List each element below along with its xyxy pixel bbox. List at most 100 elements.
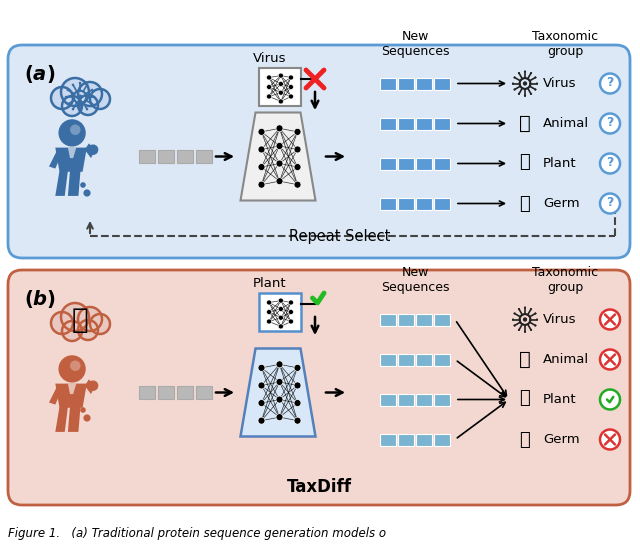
Circle shape [276, 414, 283, 421]
Circle shape [51, 87, 73, 109]
FancyBboxPatch shape [8, 270, 630, 505]
Bar [398, 158, 414, 170]
Circle shape [523, 81, 527, 86]
Circle shape [600, 194, 620, 213]
Bar [398, 77, 414, 90]
Bar [177, 386, 193, 399]
Bar [380, 197, 396, 210]
Polygon shape [84, 379, 95, 394]
Bar [416, 197, 432, 210]
Bar [195, 150, 211, 163]
Circle shape [258, 400, 265, 406]
Polygon shape [55, 171, 68, 196]
Text: Animal: Animal [543, 353, 589, 366]
Bar [416, 77, 432, 90]
Bar [398, 394, 414, 405]
Text: Germ: Germ [543, 433, 580, 446]
Bar [259, 293, 301, 331]
Circle shape [276, 361, 283, 368]
Bar [416, 158, 432, 170]
Bar [380, 314, 396, 326]
Circle shape [62, 96, 82, 116]
Circle shape [80, 407, 86, 413]
Bar [259, 68, 301, 106]
Text: New
Sequences: New Sequences [381, 29, 449, 58]
Circle shape [258, 146, 265, 153]
Circle shape [276, 125, 283, 132]
Circle shape [600, 113, 620, 133]
Bar [398, 434, 414, 446]
Circle shape [294, 417, 301, 424]
Circle shape [294, 400, 301, 406]
Circle shape [78, 307, 102, 331]
Circle shape [518, 308, 520, 310]
Circle shape [278, 73, 284, 78]
Circle shape [278, 306, 284, 311]
Circle shape [523, 317, 527, 322]
Polygon shape [68, 406, 81, 432]
Circle shape [88, 144, 99, 155]
Circle shape [530, 72, 532, 74]
Circle shape [67, 88, 69, 91]
Circle shape [600, 154, 620, 174]
Text: Virus: Virus [543, 77, 577, 90]
Circle shape [80, 182, 86, 188]
Text: Plant: Plant [253, 277, 287, 290]
Circle shape [278, 90, 284, 95]
Circle shape [518, 72, 520, 74]
Circle shape [289, 94, 293, 99]
Text: 🦠: 🦠 [520, 195, 531, 212]
Circle shape [62, 321, 82, 341]
Bar [434, 117, 450, 129]
Circle shape [524, 95, 526, 97]
Circle shape [267, 75, 271, 80]
Circle shape [91, 88, 93, 91]
Circle shape [79, 82, 81, 84]
Circle shape [600, 389, 620, 410]
Text: $\boldsymbol{(a)}$: $\boldsymbol{(a)}$ [24, 63, 55, 85]
Circle shape [91, 103, 93, 105]
Polygon shape [68, 148, 76, 158]
Text: 🐺: 🐺 [519, 114, 531, 133]
Bar [380, 353, 396, 366]
Circle shape [276, 178, 283, 185]
Circle shape [289, 319, 293, 324]
FancyBboxPatch shape [8, 45, 630, 258]
Circle shape [86, 84, 88, 86]
Bar [380, 77, 396, 90]
Circle shape [600, 74, 620, 93]
Bar [416, 117, 432, 129]
Text: 🌱: 🌱 [72, 306, 88, 334]
Circle shape [534, 312, 536, 315]
Circle shape [294, 382, 301, 389]
Circle shape [278, 298, 284, 303]
Circle shape [258, 164, 265, 170]
Text: New
Sequences: New Sequences [381, 265, 449, 294]
Circle shape [258, 181, 265, 188]
Circle shape [267, 310, 271, 315]
Text: Germ: Germ [543, 197, 580, 210]
Text: Taxonomic
group: Taxonomic group [532, 29, 598, 58]
Circle shape [258, 417, 265, 424]
Circle shape [61, 303, 89, 331]
Text: Taxonomic
group: Taxonomic group [532, 265, 598, 294]
Circle shape [72, 84, 74, 86]
Polygon shape [55, 406, 68, 432]
Circle shape [518, 93, 520, 95]
Bar [380, 394, 396, 405]
Circle shape [600, 349, 620, 369]
Circle shape [70, 361, 81, 371]
Circle shape [67, 103, 69, 105]
Bar [434, 353, 450, 366]
Bar [434, 158, 450, 170]
Bar [398, 197, 414, 210]
Polygon shape [55, 148, 87, 172]
Circle shape [534, 76, 536, 79]
Circle shape [524, 70, 526, 72]
Text: 🐺: 🐺 [519, 350, 531, 369]
Bar [380, 434, 396, 446]
Circle shape [513, 76, 516, 79]
Bar [434, 314, 450, 326]
Polygon shape [49, 385, 61, 405]
Circle shape [93, 96, 95, 98]
